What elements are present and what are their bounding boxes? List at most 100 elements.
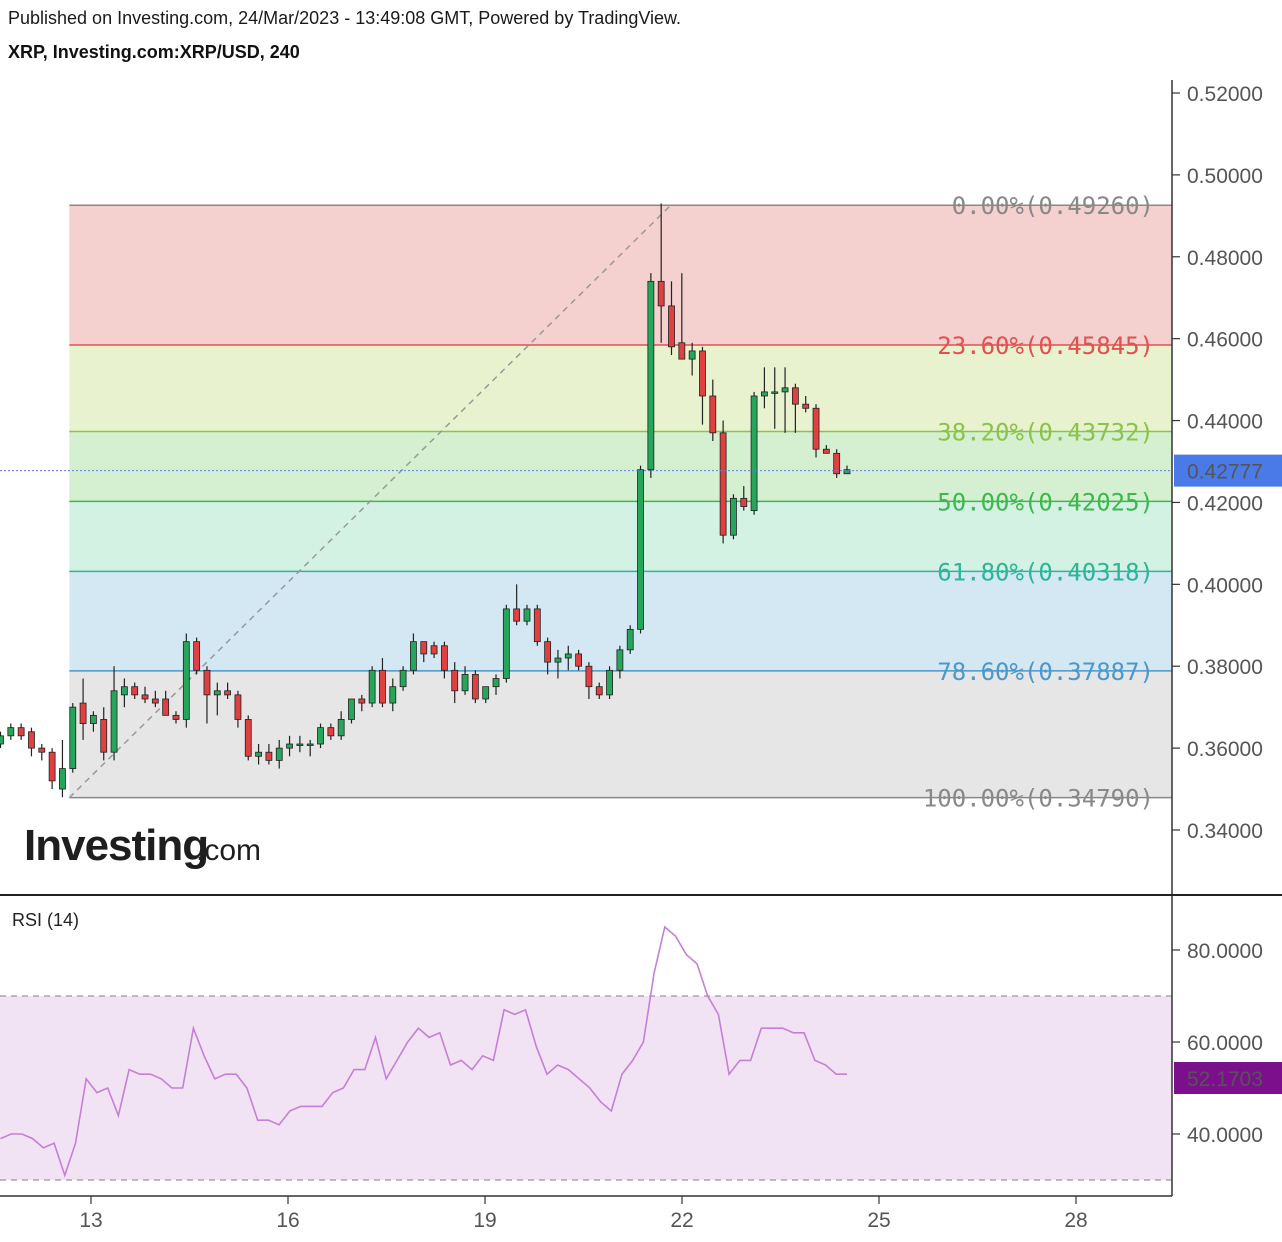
candle-body [822, 448, 830, 454]
candle [585, 662, 593, 699]
y-tick-label: 0.50000 [1187, 165, 1263, 188]
candle [802, 395, 810, 413]
publish-info: Published on Investing.com, 24/Mar/2023 … [8, 8, 682, 28]
candle [771, 367, 779, 429]
candle-body [471, 674, 479, 700]
x-tick-label: 28 [1064, 1209, 1087, 1232]
current-price-badge [1174, 454, 1282, 487]
candle [69, 703, 77, 773]
rsi-title: RSI (14) [12, 910, 79, 930]
candle [750, 391, 758, 515]
candle [131, 682, 139, 699]
y-tick-label: 0.44000 [1187, 411, 1263, 434]
candle [306, 739, 314, 757]
y-tick-label: 0.38000 [1187, 656, 1263, 679]
x-tick-label: 25 [867, 1209, 890, 1232]
fibonacci-retracement[interactable]: 0.00%(0.49260) 23.60%(0.45845) 38.20%(0.43… [68, 192, 1173, 813]
candle-body [451, 669, 459, 692]
candle [657, 203, 665, 343]
candle [668, 281, 675, 356]
candle [348, 698, 355, 724]
candle [440, 641, 448, 679]
y-tick-label: 0.52000 [1187, 83, 1263, 106]
candle-body [317, 727, 324, 745]
y-tick-label: 0.34000 [1187, 820, 1263, 843]
y-tick-label: 0.40000 [1187, 574, 1263, 597]
candle-body [348, 698, 355, 720]
fib-level-label: 38.20%(0.43732) [937, 419, 1154, 447]
candle-body [120, 686, 128, 696]
candle-body [38, 747, 46, 753]
candle [523, 604, 531, 626]
candle-body [843, 469, 851, 475]
candle [59, 739, 66, 798]
y-tick-label: 0.42000 [1187, 492, 1263, 515]
candle-body [389, 686, 397, 704]
fib-level-label: 23.60%(0.45845) [937, 332, 1154, 360]
symbol-title: XRP, Investing.com:XRP/USD, 240 [8, 42, 300, 62]
candle [822, 445, 830, 454]
y-tick-label: 0.36000 [1187, 738, 1263, 761]
candle [317, 723, 324, 749]
candle [327, 723, 335, 740]
candle [843, 465, 851, 475]
candle [492, 674, 500, 695]
candle-body [730, 497, 737, 536]
candle [502, 604, 510, 683]
candle-body [781, 387, 789, 393]
fib-level-label: 50.00%(0.42025) [937, 488, 1154, 516]
candle-body [523, 608, 531, 622]
rsi-line [0, 925, 847, 1178]
candle-body [554, 657, 562, 663]
candle-body [606, 669, 613, 696]
fib-zone [69, 205, 1173, 346]
candle-body [131, 686, 139, 696]
candle-body [482, 686, 490, 700]
candle [100, 707, 108, 761]
candle-body [399, 669, 407, 688]
candle-body [100, 719, 108, 753]
candle [709, 379, 717, 442]
candle-body [79, 702, 87, 724]
candle-body [410, 641, 417, 671]
candle-body [492, 678, 500, 688]
x-tick-label: 22 [670, 1209, 693, 1232]
candle [224, 682, 232, 699]
candle-body [141, 694, 149, 700]
candle [265, 744, 273, 765]
candle-body [255, 751, 262, 757]
candle [719, 420, 727, 544]
candle-body [110, 690, 118, 753]
candle [90, 711, 97, 732]
candle-body [595, 686, 603, 696]
candle [595, 682, 603, 699]
axes: 0.52000 0.50000 0.48000 0.46000 0.44000 0.420… [0, 80, 1282, 1232]
candle [141, 686, 149, 704]
rsi-tick-label: 40.0000 [1187, 1124, 1263, 1147]
candle-body [234, 694, 242, 720]
candle-body [740, 497, 748, 507]
candle [637, 465, 644, 634]
candle-body [296, 743, 304, 746]
candle-body [688, 350, 696, 360]
candle [255, 744, 262, 765]
candle [151, 690, 159, 708]
rsi-tick-label: 60.0000 [1187, 1032, 1263, 1055]
candle [626, 625, 634, 654]
candle-body [668, 305, 675, 348]
candle [761, 367, 768, 409]
fib-zone [69, 670, 1173, 798]
candle [781, 367, 789, 433]
candle [482, 686, 490, 704]
candle-body [327, 727, 335, 737]
candle-body [172, 714, 180, 720]
candle-body [502, 608, 510, 679]
candle-body [699, 350, 706, 397]
candle-body [17, 727, 25, 737]
candle-body [337, 719, 345, 737]
candle [379, 658, 386, 708]
fib-zone [69, 501, 1173, 572]
rsi-band [0, 996, 1172, 1180]
fib-zone [69, 431, 1173, 502]
